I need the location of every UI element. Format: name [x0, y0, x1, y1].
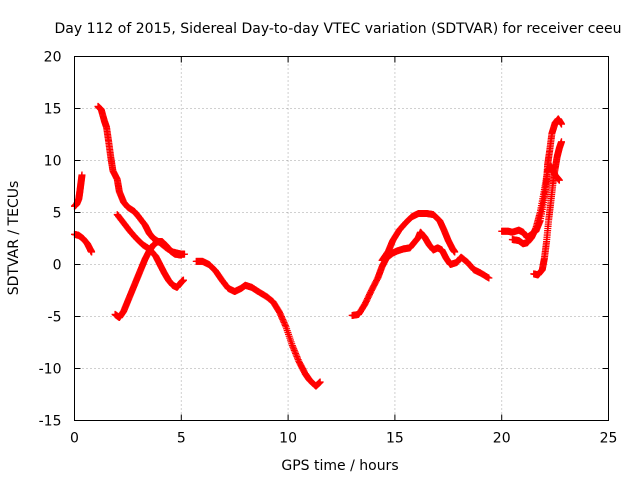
data-point — [558, 120, 566, 128]
x-tick-label: 20 — [493, 431, 511, 447]
data-point — [558, 138, 566, 146]
y-tick-label: 5 — [53, 206, 62, 222]
y-tick-label: 10 — [44, 154, 62, 170]
tick-labels: 0 5 10 15 20 25 -15 -10 -5 0 5 10 15 20 — [39, 50, 618, 447]
y-tick-label: 20 — [44, 50, 62, 66]
x-tick-label: 25 — [600, 431, 618, 447]
y-tick-label: 15 — [44, 102, 62, 118]
data-point — [555, 176, 563, 184]
plot-border — [74, 56, 609, 421]
y-tick-label: -10 — [39, 362, 62, 378]
series-seg6 — [192, 257, 324, 390]
chart-title: Day 112 of 2015, Sidereal Day-to-day VTE… — [54, 21, 621, 37]
series-seg5 — [111, 238, 185, 322]
data-point — [88, 248, 96, 256]
plot-area — [71, 102, 566, 390]
x-tick-label: 5 — [177, 431, 186, 447]
y-tick-label: -15 — [39, 414, 62, 430]
y-tick-label: 0 — [53, 258, 62, 274]
series-seg11 — [530, 138, 566, 279]
series-seg7 — [348, 228, 493, 319]
data-point — [485, 274, 493, 282]
grid — [74, 56, 609, 421]
data-point — [316, 378, 324, 386]
data-point — [78, 171, 86, 179]
x-tick-label: 15 — [386, 431, 404, 447]
y-tick-label: -5 — [48, 310, 62, 326]
tick-marks — [74, 56, 609, 421]
series-seg8 — [378, 210, 459, 264]
data-point — [177, 251, 185, 259]
data-point — [179, 276, 187, 284]
x-tick-label: 10 — [279, 431, 297, 447]
x-axis-label: GPS time / hours — [281, 458, 398, 474]
x-tick-label: 0 — [70, 431, 79, 447]
data-point — [451, 248, 459, 256]
y-axis-label: SDTVAR / TECUs — [6, 181, 22, 296]
